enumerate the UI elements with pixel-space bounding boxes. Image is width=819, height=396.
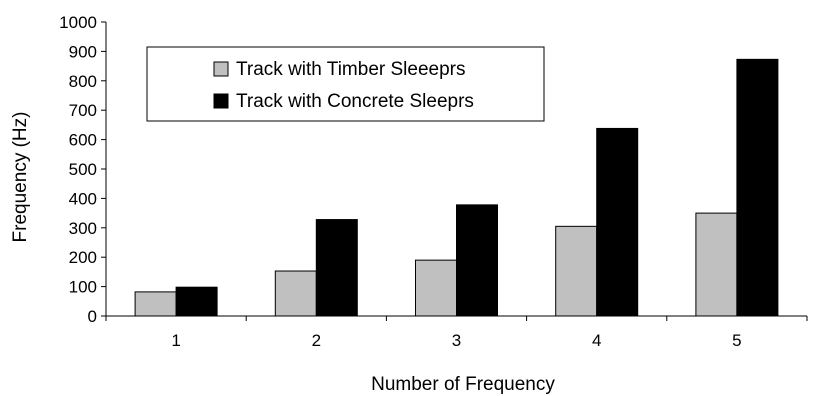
y-tick-label: 800 [69,72,97,91]
y-tick-label: 300 [69,219,97,238]
x-tick-label: 5 [732,331,741,350]
bar-timber-1 [134,291,177,317]
bar-timber-2 [274,270,317,317]
y-axis-title: Frequency (Hz) [10,112,31,243]
bar-concrete-2 [315,219,358,317]
y-tick-label: 900 [69,42,97,61]
y-tick-label: 700 [69,101,97,120]
y-ticks-group: 0 100 200 300 400 500 600 700 800 900 1000 [59,13,106,326]
x-ticks-group: 1 2 3 4 5 [105,316,808,350]
bar-concrete-3 [456,204,498,317]
y-tick-label: 200 [69,248,97,267]
bar-timber-5 [695,212,738,317]
bar-concrete-5 [736,58,779,317]
x-tick-label: 3 [452,331,461,350]
y-tick-label: 0 [88,307,97,326]
x-tick-label: 1 [171,331,180,350]
legend-swatch-concrete [213,93,229,109]
legend-label-concrete: Track with Concrete Sleeprs [236,91,474,112]
y-tick-label: 400 [69,189,97,208]
x-tick-label: 4 [592,331,601,350]
legend-box [146,46,545,122]
y-tick-label: 1000 [59,13,97,32]
bar-timber-3 [415,259,457,317]
bar-timber-4 [555,225,598,317]
y-tick-label: 100 [69,278,97,297]
x-axis-title: Number of Frequency [371,374,555,395]
legend-label-timber: Track with Timber Sleeeprs [236,59,465,80]
bars-group [134,58,779,317]
legend: Track with Timber Sleeeprs Track with Co… [146,46,545,122]
bar-concrete-1 [175,286,218,317]
y-tick-label: 600 [69,131,97,150]
bar-concrete-4 [596,127,639,317]
legend-swatch-timber [213,61,229,77]
y-tick-label: 500 [69,160,97,179]
x-tick-label: 2 [312,331,321,350]
